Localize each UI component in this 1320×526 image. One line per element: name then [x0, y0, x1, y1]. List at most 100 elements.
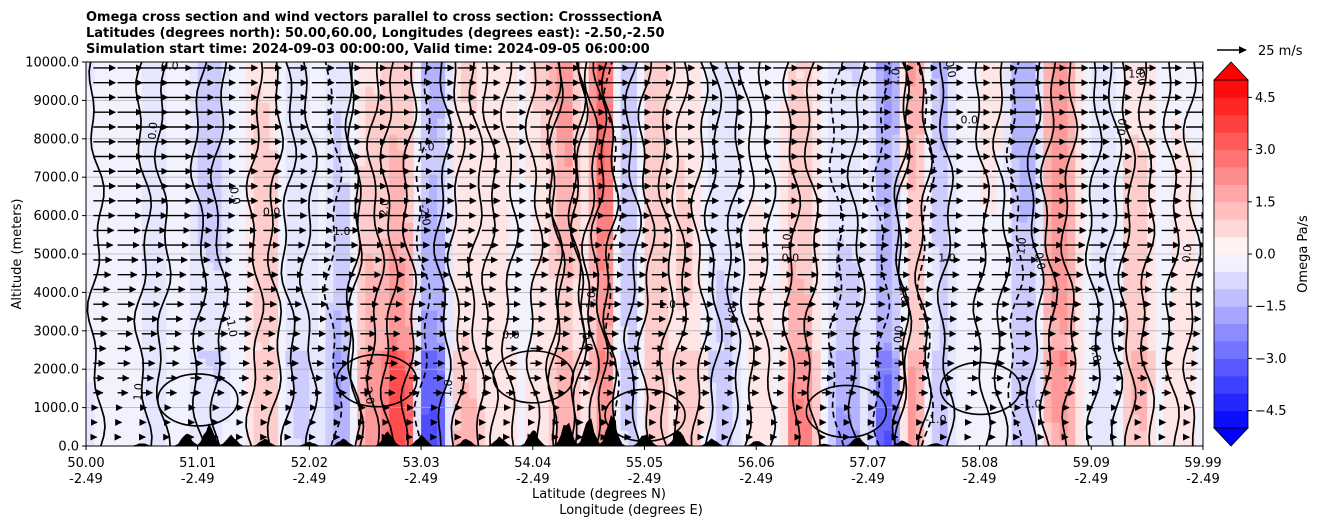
- omega-cell: [1051, 230, 1060, 239]
- omega-cell: [676, 302, 685, 311]
- omega-cell: [253, 286, 263, 295]
- omega-cell: [540, 326, 550, 335]
- omega-cell: [835, 174, 845, 183]
- omega-cell: [620, 406, 630, 415]
- omega-cell: [812, 382, 821, 391]
- omega-cell: [253, 334, 263, 343]
- omega-cell: [939, 414, 949, 423]
- omega-cell: [580, 118, 590, 127]
- omega-cell: [157, 254, 167, 263]
- omega-cell: [285, 246, 295, 255]
- omega-cell: [1091, 166, 1100, 175]
- omega-cell: [812, 86, 821, 95]
- omega-cell: [468, 262, 478, 271]
- omega-cell: [141, 174, 151, 183]
- omega-cell: [1075, 430, 1084, 439]
- omega-cell: [907, 350, 917, 359]
- omega-cell: [213, 62, 223, 71]
- contour-line: [500, 62, 520, 446]
- omega-cell: [1099, 230, 1108, 239]
- omega-cell: [596, 102, 606, 111]
- omega-cell: [365, 166, 374, 175]
- omega-cell: [1171, 198, 1180, 207]
- omega-cell: [564, 342, 574, 351]
- omega-cell: [1131, 70, 1140, 79]
- omega-cell: [907, 190, 917, 199]
- omega-cell: [532, 94, 542, 103]
- omega-cell: [931, 358, 941, 367]
- omega-cell: [1099, 286, 1108, 295]
- omega-cell: [548, 366, 558, 375]
- omega-cell: [588, 398, 598, 407]
- omega-cell: [716, 118, 725, 127]
- omega-cell: [301, 342, 310, 351]
- omega-cell: [253, 214, 263, 223]
- omega-cell: [325, 358, 334, 367]
- omega-cell: [1123, 142, 1132, 151]
- omega-cell: [1123, 350, 1132, 359]
- omega-cell: [804, 438, 813, 446]
- omega-cell: [947, 94, 957, 103]
- omega-cell: [684, 422, 693, 431]
- omega-cell: [1035, 246, 1045, 255]
- omega-cell: [828, 278, 837, 287]
- omega-cell: [492, 118, 502, 127]
- omega-cell: [796, 310, 805, 319]
- omega-cell: [843, 254, 853, 263]
- omega-cell: [620, 438, 630, 446]
- omega-cell: [437, 422, 446, 431]
- omega-cell: [445, 398, 454, 407]
- omega-cell: [1091, 406, 1100, 415]
- omega-cell: [397, 62, 406, 71]
- omega-cell: [508, 406, 518, 415]
- omega-cell: [301, 366, 310, 375]
- omega-cell: [508, 118, 518, 127]
- omega-cell: [1171, 230, 1180, 239]
- omega-cell: [429, 206, 438, 215]
- omega-cell: [732, 206, 741, 215]
- omega-cell: [652, 334, 662, 343]
- omega-cell: [333, 142, 342, 151]
- omega-cell: [580, 206, 590, 215]
- omega-cell: [780, 238, 789, 247]
- omega-cell: [883, 398, 893, 407]
- omega-cell: [692, 430, 701, 439]
- omega-cell: [445, 406, 454, 415]
- omega-cell: [309, 422, 318, 431]
- omega-cell: [572, 390, 582, 399]
- omega-cell: [1107, 262, 1116, 271]
- omega-cell: [859, 350, 869, 359]
- omega-cell: [413, 286, 422, 295]
- omega-cell: [931, 302, 941, 311]
- omega-cell: [540, 366, 550, 375]
- omega-cell: [293, 422, 303, 431]
- omega-cell: [851, 406, 861, 415]
- omega-cell: [564, 142, 574, 151]
- omega-cell: [596, 414, 606, 423]
- omega-cell: [708, 350, 717, 359]
- omega-cell: [532, 126, 542, 135]
- omega-cell: [915, 358, 925, 367]
- omega-cell: [213, 126, 223, 135]
- omega-cell: [149, 70, 159, 79]
- omega-cell: [1139, 126, 1148, 135]
- omega-cell: [245, 302, 255, 311]
- omega-cell: [851, 262, 861, 271]
- omega-cell: [843, 286, 853, 295]
- omega-cell: [221, 382, 231, 391]
- omega-cell: [285, 382, 295, 391]
- omega-cell: [947, 70, 957, 79]
- omega-cell: [883, 158, 893, 167]
- omega-cell: [445, 166, 454, 175]
- omega-cell: [931, 422, 941, 431]
- omega-cell: [899, 86, 909, 95]
- omega-cell: [915, 254, 925, 263]
- omega-cell: [445, 62, 454, 71]
- omega-cell: [397, 366, 406, 375]
- omega-cell: [796, 326, 805, 335]
- omega-cell: [389, 318, 398, 327]
- omega-cell: [780, 214, 789, 223]
- omega-cell: [1139, 134, 1148, 143]
- omega-cell: [851, 230, 861, 239]
- omega-cell: [1051, 342, 1060, 351]
